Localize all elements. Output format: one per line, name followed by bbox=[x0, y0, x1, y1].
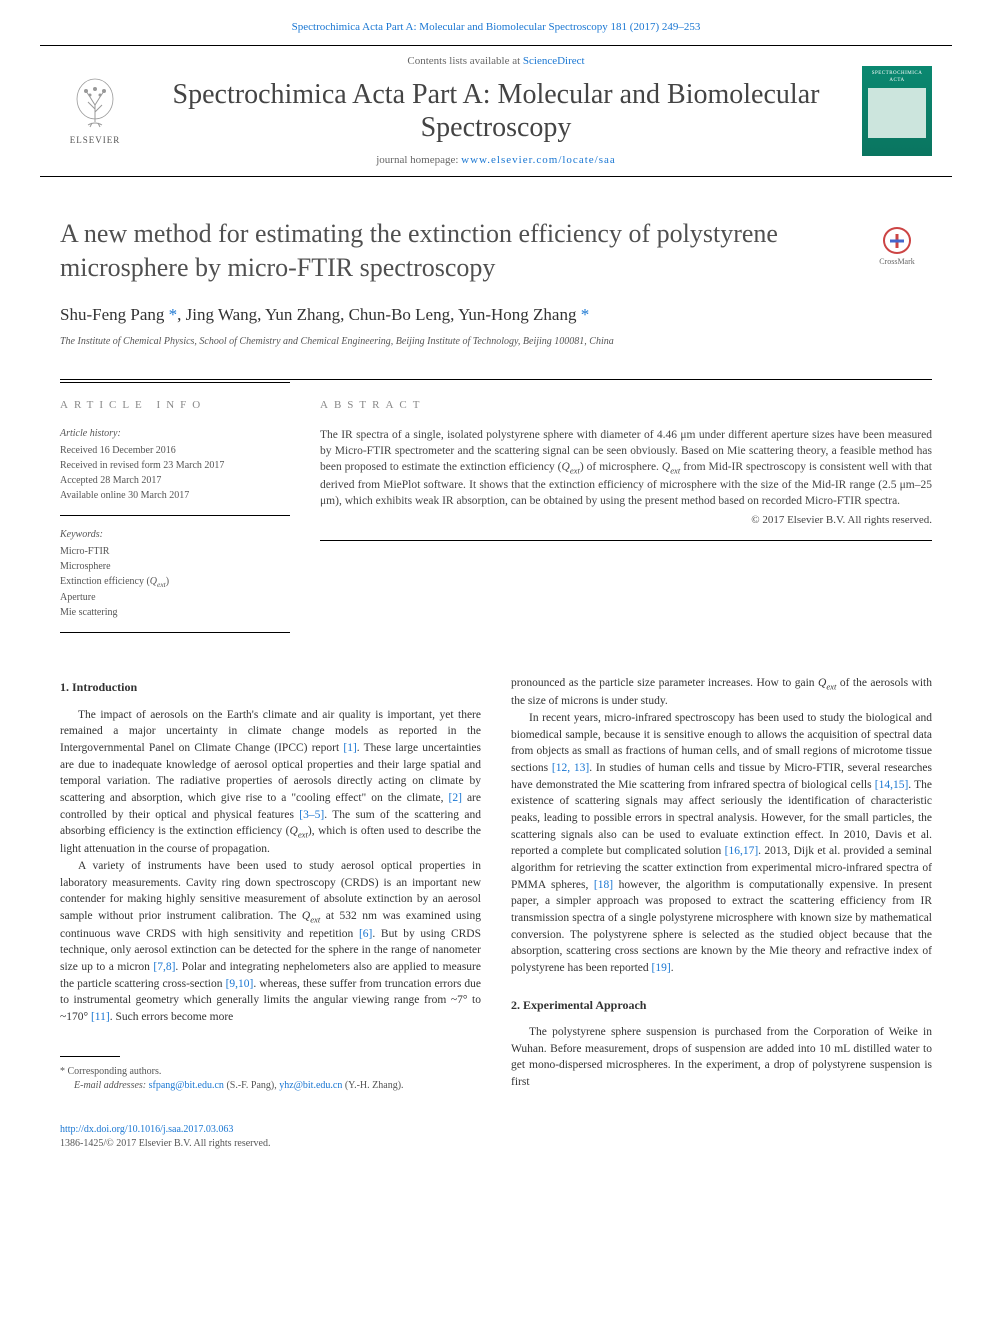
abstract-text: The IR spectra of a single, isolated pol… bbox=[320, 427, 932, 509]
crossmark-badge[interactable]: CrossMark bbox=[862, 227, 932, 267]
footer: http://dx.doi.org/10.1016/j.saa.2017.03.… bbox=[60, 1123, 932, 1151]
crossmark-icon bbox=[890, 234, 904, 248]
ref-link[interactable]: [3–5] bbox=[299, 809, 324, 821]
contents-prefix: Contents lists available at bbox=[407, 55, 522, 67]
contents-line: Contents lists available at ScienceDirec… bbox=[150, 54, 842, 69]
col2-p1: In recent years, micro-infrared spectros… bbox=[511, 710, 932, 977]
exp-heading: 2. Experimental Approach bbox=[511, 997, 932, 1014]
intro-p1: The impact of aerosols on the Earth's cl… bbox=[60, 707, 481, 858]
abstract-copyright: © 2017 Elsevier B.V. All rights reserved… bbox=[320, 513, 932, 528]
email-link[interactable]: sfpang@bit.edu.cn bbox=[149, 1080, 224, 1091]
affiliation: The Institute of Chemical Physics, Schoo… bbox=[60, 335, 932, 349]
keyword: Mie scattering bbox=[60, 605, 290, 620]
article-info: article info Article history: Received 1… bbox=[60, 379, 290, 646]
journal-cover: SPECTROCHIMICA ACTA bbox=[862, 66, 932, 156]
keyword: Microsphere bbox=[60, 559, 290, 574]
cover-image bbox=[868, 88, 926, 138]
cover-title: SPECTROCHIMICA ACTA bbox=[866, 70, 928, 84]
ref-link[interactable]: [1] bbox=[343, 742, 356, 754]
homepage-link[interactable]: www.elsevier.com/locate/saa bbox=[461, 154, 616, 166]
abstract-column: abstract The IR spectra of a single, iso… bbox=[320, 380, 932, 646]
ref-link[interactable]: [18] bbox=[594, 879, 613, 891]
ref-link[interactable]: [16,17] bbox=[725, 845, 759, 857]
ref-link[interactable]: [7,8] bbox=[153, 961, 175, 973]
ref-link[interactable]: [9,10] bbox=[226, 978, 254, 990]
email-footnote: E-mail addresses: sfpang@bit.edu.cn (S.-… bbox=[60, 1079, 481, 1093]
ref-link[interactable]: [14,15] bbox=[875, 779, 909, 791]
elsevier-text: ELSEVIER bbox=[70, 134, 121, 147]
doi-link[interactable]: http://dx.doi.org/10.1016/j.saa.2017.03.… bbox=[60, 1124, 233, 1135]
elsevier-tree-icon bbox=[70, 77, 120, 132]
masthead-center: Contents lists available at ScienceDirec… bbox=[150, 54, 842, 168]
history-item: Received 16 December 2016 bbox=[60, 443, 290, 458]
abstract-label: abstract bbox=[320, 398, 932, 413]
corresponding-footnote: * Corresponding authors. bbox=[60, 1065, 481, 1079]
intro-heading: 1. Introduction bbox=[60, 679, 481, 696]
keywords-label: Keywords: bbox=[60, 528, 290, 542]
ref-link[interactable]: [11] bbox=[91, 1011, 110, 1023]
ref-link[interactable]: [19] bbox=[652, 962, 671, 974]
crossmark-text: CrossMark bbox=[879, 256, 915, 267]
footnote-divider bbox=[60, 1056, 120, 1057]
keyword: Extinction efficiency (Qext) bbox=[60, 574, 290, 590]
keyword: Aperture bbox=[60, 590, 290, 605]
citation-link[interactable]: Spectrochimica Acta Part A: Molecular an… bbox=[292, 21, 701, 33]
history-item: Accepted 28 March 2017 bbox=[60, 473, 290, 488]
homepage-prefix: journal homepage: bbox=[376, 154, 461, 166]
ref-link[interactable]: [2] bbox=[449, 792, 462, 804]
article-info-label: article info bbox=[60, 398, 290, 413]
email-link[interactable]: yhz@bit.edu.cn bbox=[279, 1080, 342, 1091]
left-column: 1. Introduction The impact of aerosols o… bbox=[60, 675, 481, 1092]
article-header: CrossMark A new method for estimating th… bbox=[60, 217, 932, 348]
sciencedirect-link[interactable]: ScienceDirect bbox=[523, 55, 585, 67]
article-title: A new method for estimating the extincti… bbox=[60, 217, 860, 285]
ref-link[interactable]: [12, 13] bbox=[552, 762, 589, 774]
history-label: Article history: bbox=[60, 427, 290, 441]
col2-p0: pronounced as the particle size paramete… bbox=[511, 675, 932, 709]
abstract-divider bbox=[320, 540, 932, 541]
intro-p2: A variety of instruments have been used … bbox=[60, 858, 481, 1026]
ref-link[interactable]: [6] bbox=[359, 928, 372, 940]
elsevier-logo: ELSEVIER bbox=[60, 71, 130, 151]
body-columns: 1. Introduction The impact of aerosols o… bbox=[60, 675, 932, 1092]
masthead: ELSEVIER Contents lists available at Sci… bbox=[40, 45, 952, 177]
history-item: Available online 30 March 2017 bbox=[60, 488, 290, 503]
homepage-line: journal homepage: www.elsevier.com/locat… bbox=[150, 153, 842, 168]
info-divider bbox=[60, 515, 290, 516]
info-divider-2 bbox=[60, 632, 290, 633]
history-item: Received in revised form 23 March 2017 bbox=[60, 458, 290, 473]
citation-header: Spectrochimica Acta Part A: Molecular an… bbox=[0, 0, 992, 45]
exp-p1: The polystyrene sphere suspension is pur… bbox=[511, 1024, 932, 1091]
right-column: pronounced as the particle size paramete… bbox=[511, 675, 932, 1092]
issn-copyright: 1386-1425/© 2017 Elsevier B.V. All right… bbox=[60, 1138, 270, 1149]
authors: Shu-Feng Pang *, Jing Wang, Yun Zhang, C… bbox=[60, 303, 932, 327]
keyword: Micro-FTIR bbox=[60, 544, 290, 559]
journal-name: Spectrochimica Acta Part A: Molecular an… bbox=[150, 78, 842, 145]
info-abstract-row: article info Article history: Received 1… bbox=[60, 379, 932, 646]
